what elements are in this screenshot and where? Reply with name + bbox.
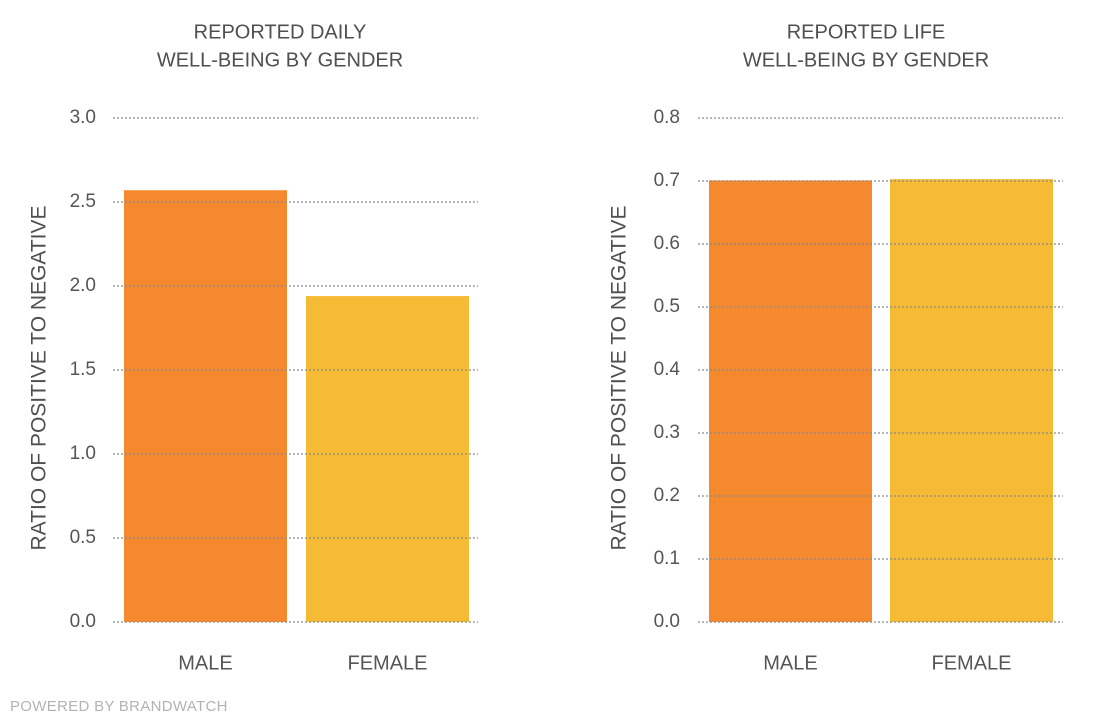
bar-male [124,190,287,623]
chart-title-line: WELL-BEING BY GENDER [157,49,403,71]
y-tick-label: 0.7 [654,170,680,191]
chart-2: REPORTED LIFE WELL-BEING BY GENDER RATIO O… [608,21,1063,674]
bar-male [709,180,872,622]
chart-title-line: REPORTED DAILY [194,21,367,43]
y-tick-label: 0.2 [654,485,680,506]
y-tick-label: 0.3 [654,422,680,443]
y-axis-label: RATIO OF POSITIVE TO NEGATIVE [28,205,51,550]
y-tick-label: 0.8 [654,107,680,128]
y-tick-label: 0.1 [654,548,680,569]
y-tick-label: 3.0 [70,107,96,128]
y-axis-label: RATIO OF POSITIVE TO NEGATIVE [608,205,631,550]
y-tick-label: 1.5 [70,359,96,380]
chart-title-line: REPORTED LIFE [787,21,946,43]
y-tick-label: 0.5 [654,296,680,317]
y-tick-label: 1.0 [70,443,96,464]
y-tick-label: 0.5 [70,527,96,548]
x-category-label: FEMALE [347,652,427,674]
x-category-label: MALE [178,652,232,674]
y-tick-label: 0.4 [654,359,681,380]
chart-1: REPORTED DAILY WELL-BEING BY GENDER RATIO … [28,21,478,674]
y-tick-label: 2.5 [70,191,96,212]
x-category-label: MALE [763,652,817,674]
y-tick-label: 2.0 [70,275,96,296]
chart-title-line: WELL-BEING BY GENDER [743,49,989,71]
bar-female [890,179,1053,623]
x-category-label: FEMALE [931,652,1011,674]
y-tick-label: 0.6 [654,233,680,254]
powered-by-footer: POWERED BY BRANDWATCH [10,698,228,715]
y-tick-label: 0.0 [70,611,96,632]
y-tick-label: 0.0 [654,611,680,632]
bar-female [306,296,469,622]
